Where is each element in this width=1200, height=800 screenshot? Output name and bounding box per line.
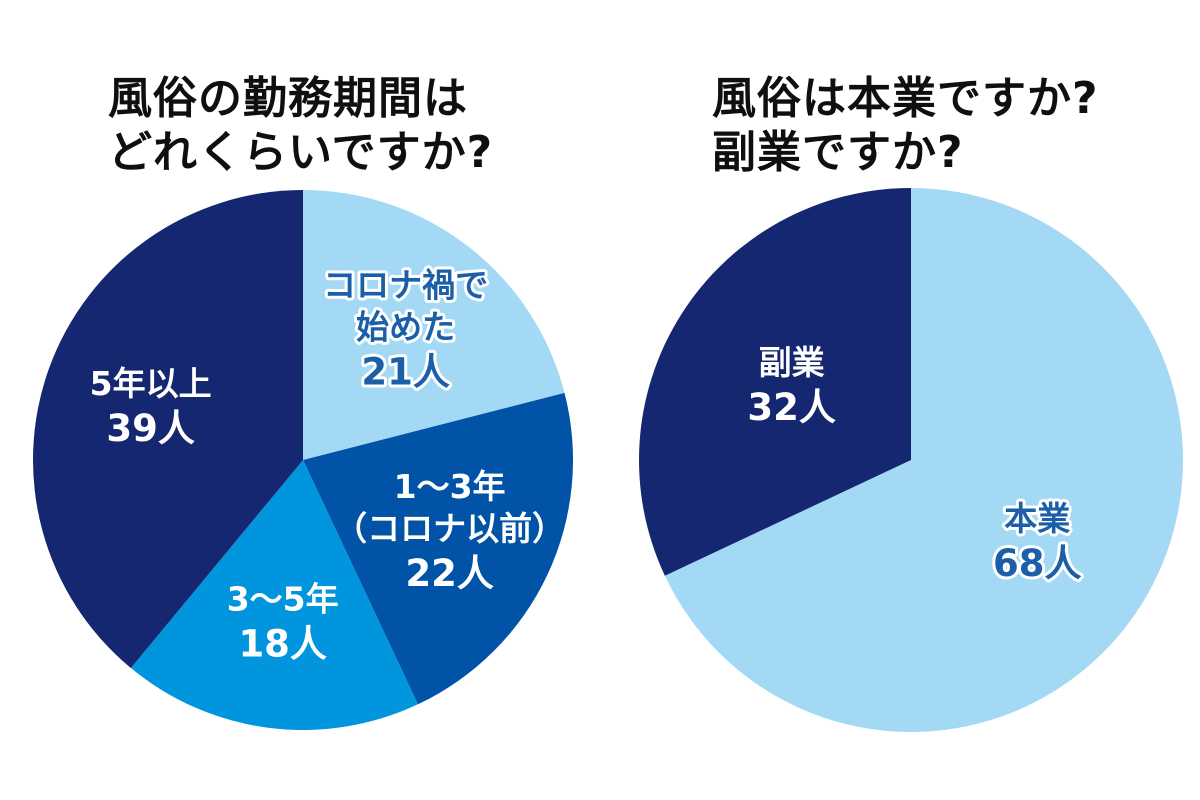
pie-slice-job-0 xyxy=(664,188,1184,732)
slice-value-label: 39人 xyxy=(106,407,195,450)
slice-category-label: 5年以上 xyxy=(90,364,212,403)
slice-value-label: 21人 xyxy=(361,351,450,394)
slice-category-label: 始めた xyxy=(356,308,455,347)
pie-chart-job: 本業 68人 副業 32人 xyxy=(639,188,1184,732)
pie-slice-tenure-0 xyxy=(303,190,565,460)
pie-slice-job-1 xyxy=(639,188,911,576)
slice-category-label: 3～5年 xyxy=(227,580,339,619)
chart-title-job-line-2: 副業ですか? xyxy=(712,127,964,178)
pie-slice-tenure-3 xyxy=(33,189,303,669)
chart-title-job-line-1: 風俗は本業ですか? xyxy=(712,73,1099,124)
slice-value-label: 18人 xyxy=(238,623,327,666)
slice-category-label: 1～3年 xyxy=(394,467,506,506)
slice-category-label: 副業 xyxy=(759,343,825,382)
slice-value-label: 68人 xyxy=(993,542,1082,585)
slice-value-label: 32人 xyxy=(747,386,836,429)
chart-title-tenure-line-1: 風俗の勤務期間は xyxy=(108,73,468,124)
slice-category-label: 本業 xyxy=(1004,499,1070,538)
chart-title-tenure: 風俗の勤務期間は どれくらいですか? xyxy=(108,72,493,180)
slice-category-label: （コロナ以前） xyxy=(334,509,565,548)
slice-value-label: 22人 xyxy=(405,552,494,595)
pie-slice-tenure-1 xyxy=(303,392,574,705)
chart-title-main-or-side-job: 風俗は本業ですか? 副業ですか? xyxy=(712,72,1099,180)
slice-category-label: コロナ禍で xyxy=(323,266,488,305)
pie-slice-tenure-2 xyxy=(130,460,418,730)
chart-title-tenure-line-2: どれくらいですか? xyxy=(108,127,494,178)
